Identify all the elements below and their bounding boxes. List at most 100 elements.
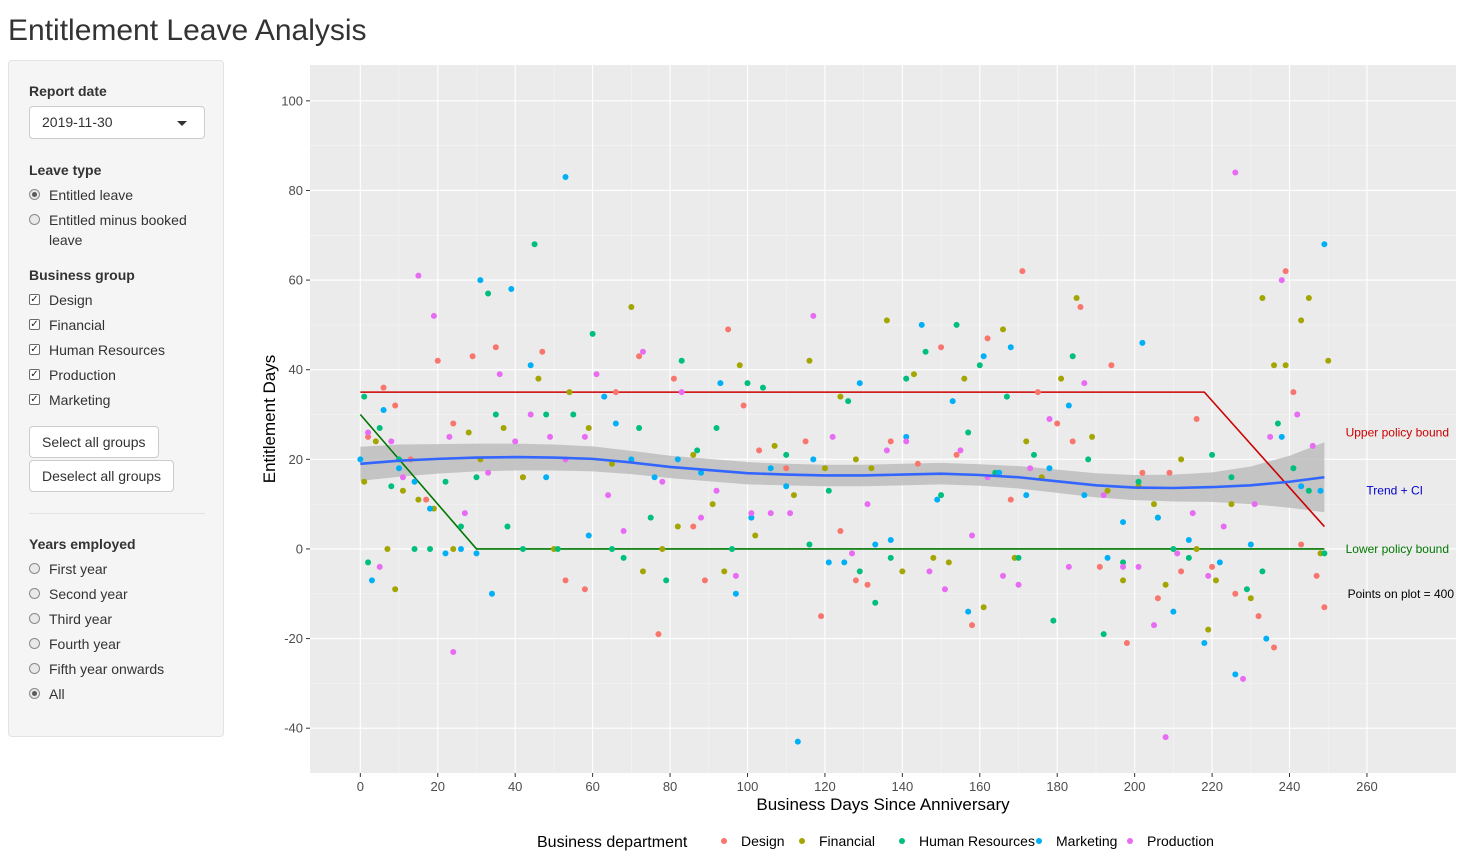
data-point-marketing: [767, 465, 774, 472]
data-point-human-resources: [492, 411, 499, 418]
data-point-production: [1309, 442, 1316, 449]
data-point-marketing: [562, 174, 569, 181]
data-point-marketing: [1263, 635, 1270, 642]
data-point-marketing: [794, 738, 801, 745]
data-point-financial: [1104, 487, 1111, 494]
data-point-production: [1135, 563, 1142, 570]
data-point-design: [1108, 362, 1115, 369]
radio-button[interactable]: [29, 563, 40, 574]
data-point-design: [852, 577, 859, 584]
data-point-financial: [361, 478, 368, 485]
y-tick-label: 20: [289, 452, 303, 467]
data-point-human-resources: [903, 375, 910, 382]
data-point-design: [365, 433, 372, 440]
data-point-human-resources: [1135, 478, 1142, 485]
radio-button-selected[interactable]: [29, 189, 40, 200]
data-point-financial: [1162, 581, 1169, 588]
data-point-marketing: [732, 590, 739, 597]
data-point-marketing: [1081, 492, 1088, 499]
data-point-marketing: [980, 353, 987, 360]
radio-button[interactable]: [29, 638, 40, 649]
data-point-design: [392, 402, 399, 409]
data-point-human-resources: [1069, 353, 1076, 360]
checkbox-checked[interactable]: ✓: [29, 369, 40, 380]
data-point-financial: [1305, 295, 1312, 302]
data-point-human-resources: [663, 577, 670, 584]
radio-button[interactable]: [29, 663, 40, 674]
radio-label: Third year: [49, 611, 113, 627]
data-point-human-resources: [806, 541, 813, 548]
data-point-marketing: [872, 541, 879, 548]
report-date-label: Report date: [29, 83, 107, 99]
legend-key-financial: [799, 838, 805, 844]
data-point-human-resources: [872, 599, 879, 606]
data-point-marketing: [825, 559, 832, 566]
data-point-production: [732, 572, 739, 579]
data-point-human-resources: [531, 241, 538, 248]
y-tick-label: 100: [281, 93, 303, 108]
x-tick-label: 160: [969, 779, 991, 794]
data-point-production: [678, 389, 685, 396]
radio-button[interactable]: [29, 588, 40, 599]
data-point-design: [1034, 389, 1041, 396]
data-point-marketing: [1278, 433, 1285, 440]
data-point-human-resources: [1228, 474, 1235, 481]
data-point-design: [1166, 469, 1173, 476]
data-point-production: [485, 469, 492, 476]
data-point-production: [1294, 411, 1301, 418]
radio-button[interactable]: [29, 613, 40, 624]
data-point-financial: [399, 487, 406, 494]
data-point-human-resources: [427, 545, 434, 552]
data-point-human-resources: [1209, 451, 1216, 458]
data-point-marketing: [934, 496, 941, 503]
data-point-design: [581, 586, 588, 593]
radio-button-selected[interactable]: [29, 688, 40, 699]
data-point-marketing: [1065, 402, 1072, 409]
checkbox-label: Marketing: [49, 392, 111, 408]
data-point-production: [1151, 622, 1158, 629]
checkbox-checked[interactable]: ✓: [29, 394, 40, 405]
checkbox-checked[interactable]: ✓: [29, 344, 40, 355]
data-point-financial: [465, 429, 472, 436]
data-point-human-resources: [504, 523, 511, 530]
data-point-design: [802, 438, 809, 445]
data-point-human-resources: [783, 451, 790, 458]
data-point-design: [864, 581, 871, 588]
data-point-human-resources: [922, 348, 929, 355]
x-tick-label: 240: [1279, 779, 1301, 794]
radio-button[interactable]: [29, 214, 40, 225]
data-point-financial: [709, 501, 716, 508]
data-point-production: [849, 550, 856, 557]
upper-policy-bound-label: Upper policy bound: [1346, 425, 1449, 439]
select-all-groups-button[interactable]: Select all groups: [29, 426, 159, 458]
checkbox-checked[interactable]: ✓: [29, 294, 40, 305]
data-point-marketing: [1201, 640, 1208, 647]
deselect-all-groups-button[interactable]: Deselect all groups: [29, 460, 175, 492]
data-point-financial: [806, 357, 813, 364]
checkbox-checked[interactable]: ✓: [29, 319, 40, 330]
data-point-marketing: [1154, 514, 1161, 521]
data-point-human-resources: [887, 554, 894, 561]
legend-key-design: [721, 838, 727, 844]
data-point-marketing: [949, 398, 956, 405]
data-point-human-resources: [729, 545, 736, 552]
data-point-financial: [821, 465, 828, 472]
data-point-financial: [1205, 626, 1212, 633]
data-point-financial: [837, 393, 844, 400]
trend-line: [360, 455, 1325, 490]
data-point-human-resources: [608, 545, 615, 552]
data-point-marketing: [457, 545, 464, 552]
report-date-select[interactable]: 2019-11-30: [29, 106, 205, 139]
checkbox-label: Design: [49, 292, 93, 308]
lower-policy-bound-label: Lower policy bound: [1346, 542, 1449, 556]
data-point-human-resources: [620, 554, 627, 561]
data-point-human-resources: [744, 380, 751, 387]
data-point-production: [1240, 675, 1247, 682]
data-point-human-resources: [1290, 465, 1297, 472]
data-point-human-resources: [953, 321, 960, 328]
data-point-financial: [868, 465, 875, 472]
data-point-production: [903, 438, 910, 445]
data-point-marketing: [628, 456, 635, 463]
data-point-production: [1267, 433, 1274, 440]
data-point-production: [810, 312, 817, 319]
